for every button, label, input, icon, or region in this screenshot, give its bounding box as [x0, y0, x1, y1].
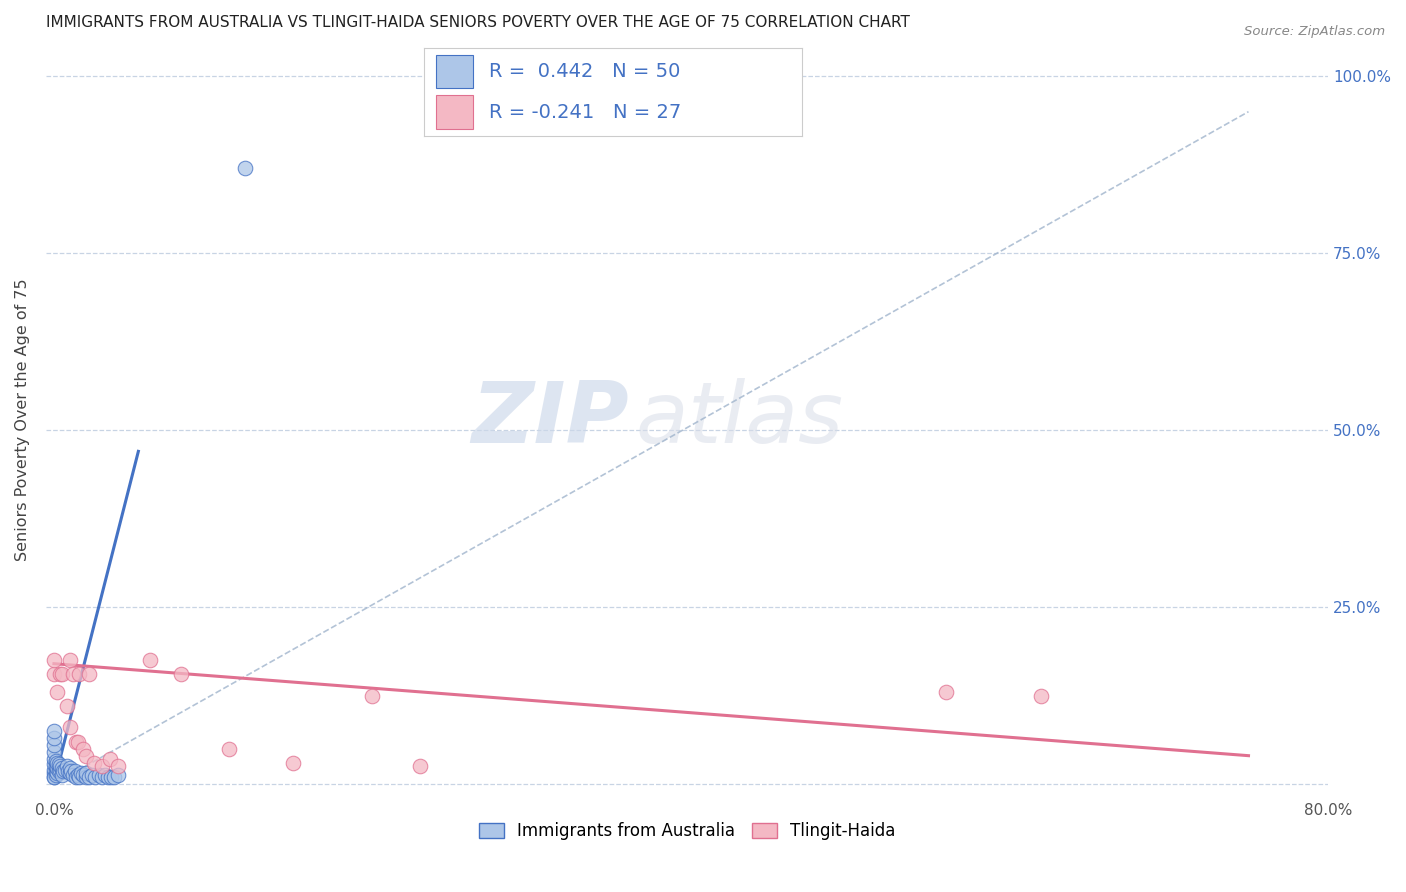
Point: [62, 768, 84, 782]
Point: [59, 720, 82, 734]
Point: [42, 667, 65, 681]
Point: [84, 770, 107, 784]
Point: [59, 766, 82, 780]
Point: [42, 770, 65, 784]
Point: [42, 766, 65, 780]
Point: [409, 759, 432, 773]
Point: [42, 738, 65, 752]
Point: [44, 755, 66, 769]
Point: [82, 768, 104, 782]
Point: [97, 770, 120, 784]
Y-axis label: Seniors Poverty Over the Age of 75: Seniors Poverty Over the Age of 75: [15, 278, 30, 561]
Point: [46, 756, 69, 770]
Legend: Immigrants from Australia, Tlingit-Haida: Immigrants from Australia, Tlingit-Haida: [472, 815, 903, 847]
Point: [83, 756, 105, 770]
Point: [48, 764, 70, 779]
Point: [46, 761, 69, 775]
Point: [281, 756, 304, 770]
Point: [72, 768, 94, 782]
Point: [55, 759, 77, 773]
Point: [170, 667, 193, 681]
Point: [935, 685, 957, 699]
Point: [107, 759, 129, 773]
Point: [42, 745, 65, 759]
Point: [42, 770, 65, 784]
Point: [66, 768, 89, 782]
Point: [103, 770, 125, 784]
Point: [77, 770, 100, 784]
Point: [218, 741, 240, 756]
Point: [65, 734, 87, 748]
Point: [44, 768, 66, 782]
Text: IMMIGRANTS FROM AUSTRALIA VS TLINGIT-HAIDA SENIORS POVERTY OVER THE AGE OF 75 CO: IMMIGRANTS FROM AUSTRALIA VS TLINGIT-HAI…: [46, 15, 910, 30]
Point: [62, 667, 84, 681]
Point: [60, 764, 83, 779]
Point: [63, 764, 86, 779]
Point: [107, 768, 129, 782]
Point: [77, 667, 100, 681]
Point: [46, 685, 69, 699]
Point: [52, 764, 75, 779]
Point: [361, 689, 384, 703]
Point: [42, 757, 65, 772]
Point: [75, 770, 97, 784]
Point: [59, 653, 82, 667]
Point: [42, 723, 65, 738]
Point: [72, 741, 94, 756]
Point: [65, 770, 87, 784]
Point: [233, 161, 256, 176]
Point: [53, 763, 76, 777]
Point: [42, 763, 65, 777]
Point: [48, 757, 70, 772]
Text: atlas: atlas: [636, 378, 844, 461]
Point: [49, 763, 72, 777]
Point: [58, 764, 80, 779]
Point: [1031, 689, 1053, 703]
Point: [66, 734, 89, 748]
Point: [67, 770, 90, 784]
Point: [51, 768, 73, 782]
Point: [46, 766, 69, 780]
Point: [87, 768, 110, 782]
Point: [49, 759, 72, 773]
Point: [70, 766, 93, 780]
Point: [42, 731, 65, 745]
Point: [44, 759, 66, 773]
Point: [75, 748, 97, 763]
Point: [94, 768, 117, 782]
Point: [51, 761, 73, 775]
Point: [98, 752, 121, 766]
Text: ZIP: ZIP: [472, 378, 630, 461]
Point: [51, 667, 73, 681]
Point: [75, 766, 97, 780]
Point: [67, 667, 90, 681]
Point: [59, 761, 82, 775]
Point: [90, 770, 112, 784]
Point: [138, 653, 160, 667]
Point: [42, 653, 65, 667]
Point: [55, 699, 77, 714]
Point: [100, 770, 122, 784]
Point: [44, 764, 66, 779]
Point: [90, 759, 112, 773]
Text: Source: ZipAtlas.com: Source: ZipAtlas.com: [1244, 25, 1385, 38]
Point: [42, 752, 65, 766]
Point: [49, 667, 72, 681]
